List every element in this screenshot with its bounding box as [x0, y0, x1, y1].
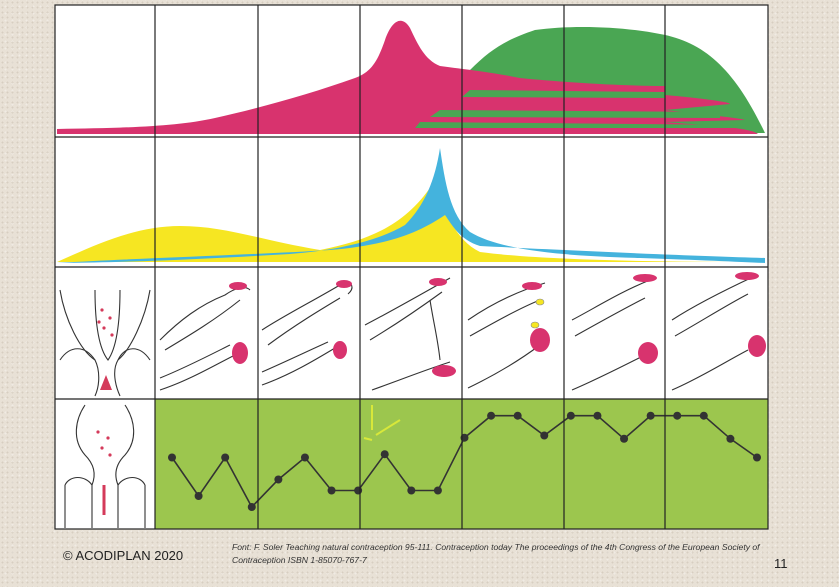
- fingertip-upper: [229, 282, 247, 290]
- temperature-point: [221, 453, 230, 462]
- grid: [54, 4, 769, 530]
- cervix-sketch-closed: [64, 404, 146, 528]
- fingertip-lower: [748, 335, 766, 357]
- mucus-drop: [530, 321, 540, 329]
- temperature-point: [247, 503, 256, 511]
- temperature-point: [540, 431, 549, 440]
- temperature-point: [646, 411, 655, 420]
- temperature-point: [673, 411, 682, 420]
- fingertip-lower: [232, 342, 248, 364]
- finger-sketch-4: [467, 282, 550, 389]
- mucus-drop: [535, 298, 545, 306]
- fingertip-upper: [522, 282, 542, 290]
- temperature-point: [168, 453, 176, 462]
- temperature-point: [566, 411, 575, 420]
- temperature-point: [487, 411, 496, 420]
- temperature-point: [274, 475, 283, 484]
- temperature-point: [593, 411, 602, 420]
- green-stripe-2: [430, 110, 720, 118]
- ovulation-mark: [363, 405, 401, 441]
- temperature-point: [300, 453, 309, 462]
- fingertip-lower: [530, 328, 550, 352]
- fingers-panel-bg: [55, 267, 768, 399]
- fingertip-upper: [633, 274, 657, 282]
- temperature-point: [194, 492, 203, 500]
- temperature-point: [753, 453, 761, 462]
- source-citation: Font: F. Soler Teaching natural contrace…: [232, 542, 760, 565]
- temperature-point: [380, 450, 389, 459]
- finger-sketch-2: [261, 280, 353, 386]
- fingertip-upper: [735, 272, 759, 280]
- secretion-curves: [57, 148, 765, 263]
- temperature-point: [407, 486, 416, 495]
- cervix-sketch-open: [59, 289, 151, 397]
- finger-sketches: [159, 272, 766, 391]
- temperature-point: [726, 434, 735, 443]
- copyright-text: © ACODIPLAN 2020: [63, 548, 184, 563]
- hormone-layers: [57, 20, 765, 135]
- page-number: 11: [774, 556, 788, 571]
- finger-sketch-5: [571, 274, 658, 391]
- temperature-point: [513, 411, 522, 420]
- fingertip-lower: [638, 342, 658, 364]
- temperature-point: [699, 411, 708, 420]
- temperature-point: [327, 486, 336, 495]
- fingertip-upper: [336, 280, 352, 288]
- temperature-point: [433, 486, 442, 495]
- pink-hormone-area: [57, 20, 758, 135]
- temperature-points: [168, 411, 761, 511]
- finger-sketch-1: [159, 282, 251, 391]
- finger-sketch-3: [364, 277, 456, 391]
- cervix-mark: [100, 375, 112, 390]
- fingertip-upper: [429, 278, 447, 286]
- finger-sketch-6: [671, 272, 766, 391]
- fingertip-lower: [432, 365, 456, 377]
- temperature-point: [354, 486, 363, 495]
- temperature-point: [620, 434, 629, 443]
- fingertip-lower: [333, 341, 347, 359]
